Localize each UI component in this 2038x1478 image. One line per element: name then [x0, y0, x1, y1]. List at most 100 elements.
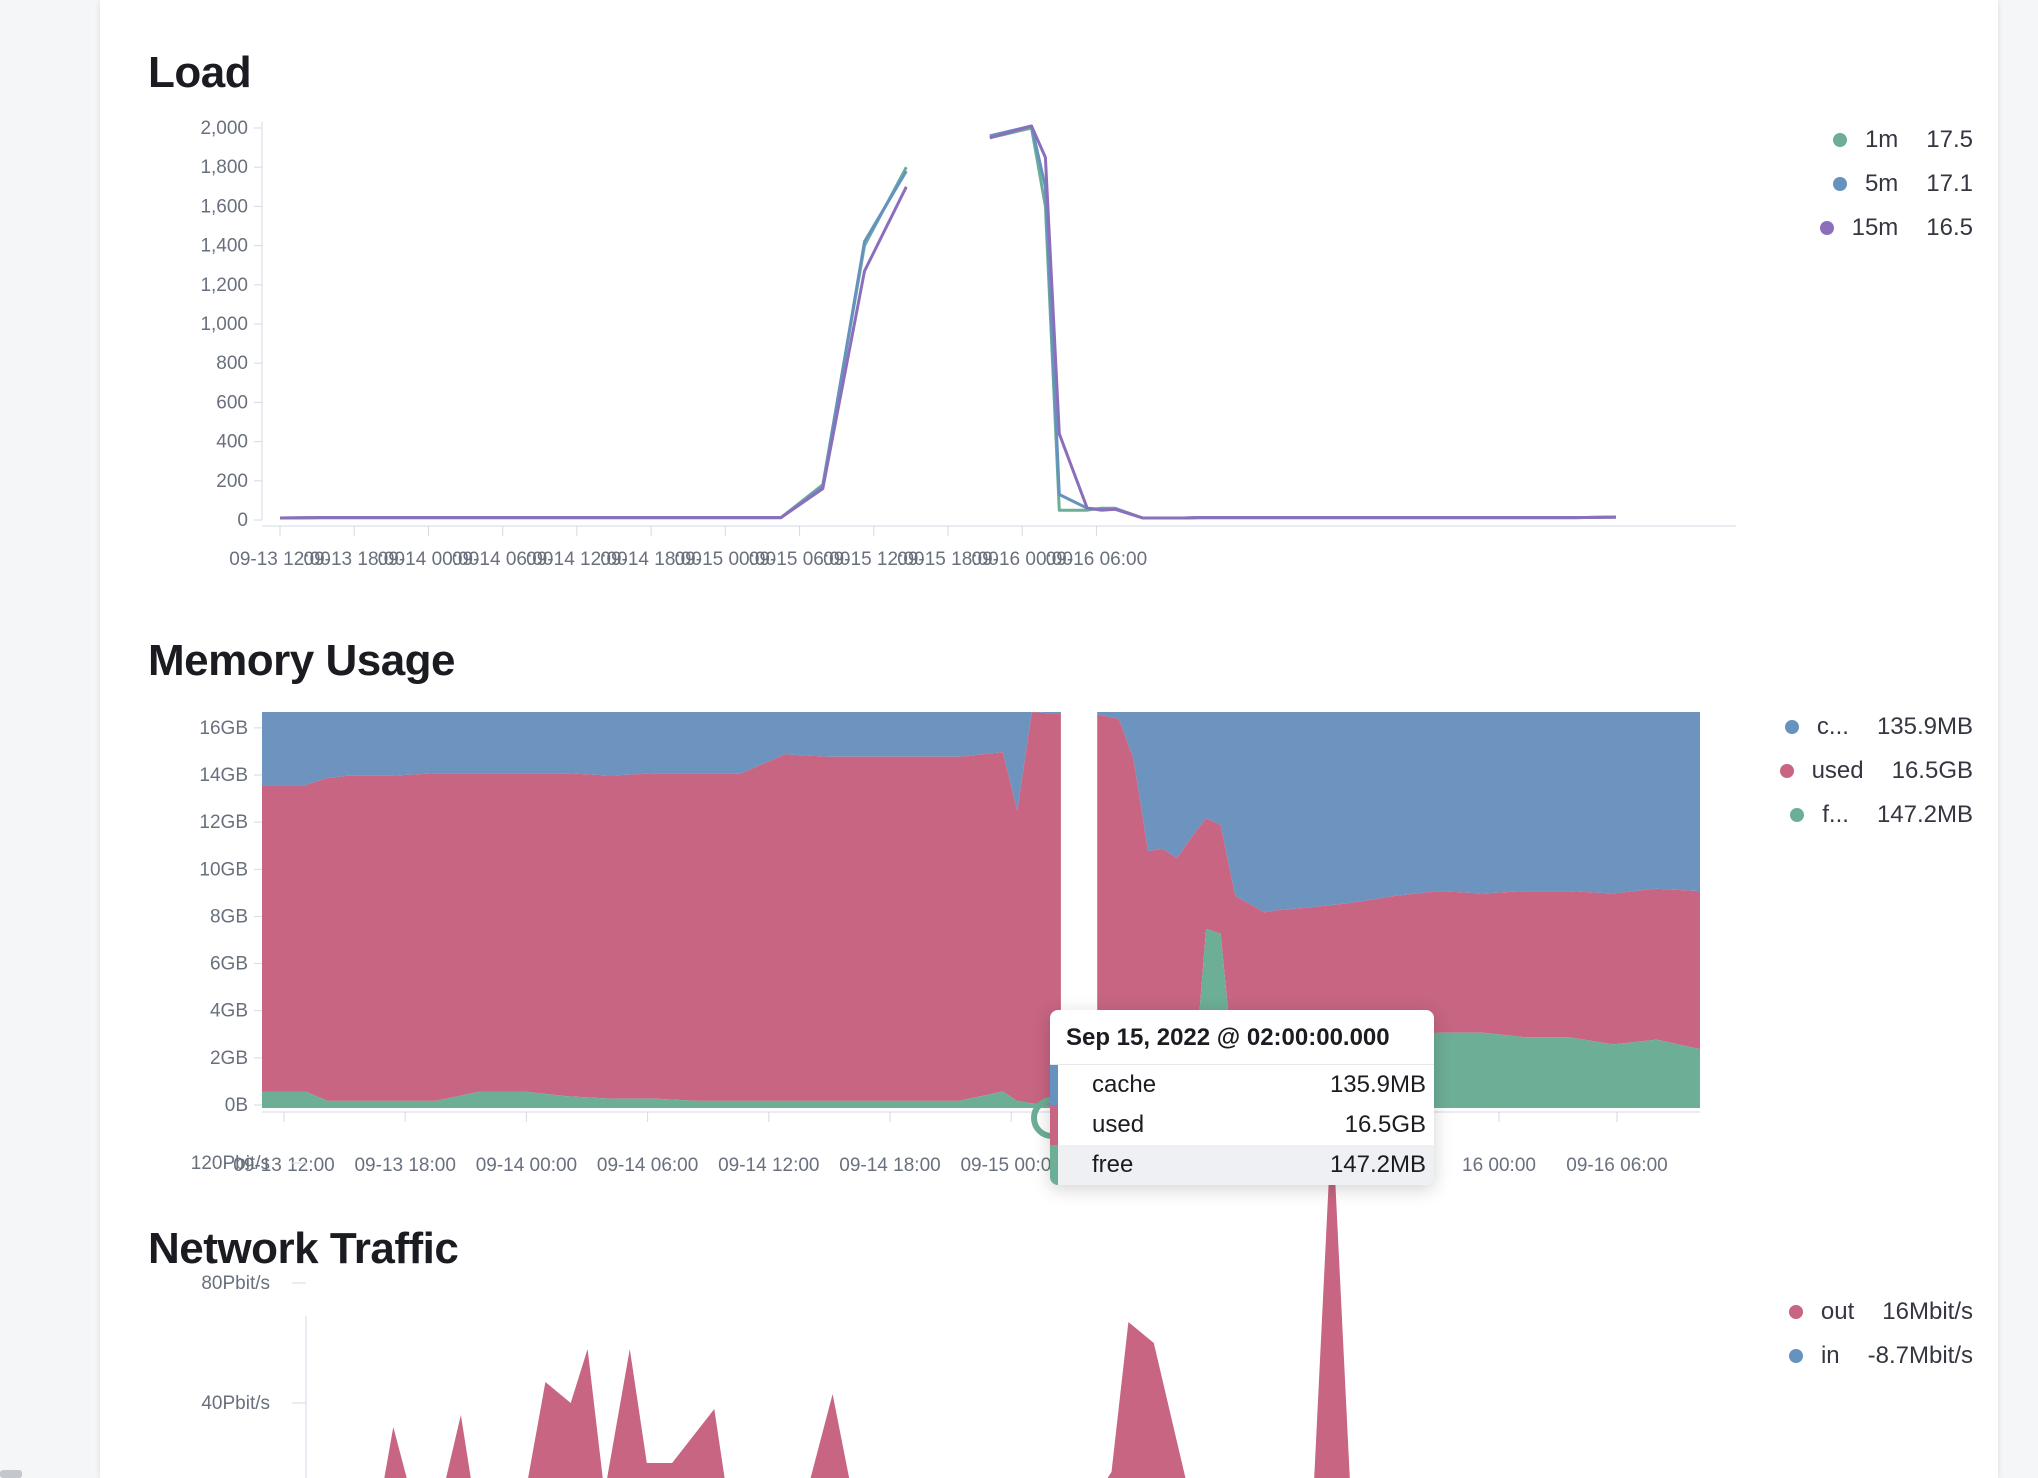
tooltip-row-value: 147.2MB	[1329, 1151, 1426, 1178]
memory-y-tick-label: 16GB	[199, 718, 248, 739]
network-y-tick-label: 40Pbit/s	[201, 1393, 270, 1414]
load-x-tick-label: 09-13 12:00	[229, 549, 330, 570]
legend-value: 17.1	[1926, 170, 1973, 197]
memory-x-tick-label: 09-14 12:00	[718, 1155, 819, 1176]
legend-value: 17.5	[1926, 126, 1973, 153]
memory-x-tick-label: 09-14 06:00	[597, 1155, 698, 1176]
legend-value: 16Mbit/s	[1882, 1298, 1973, 1325]
memory-legend: c... 135.9MB used 16.5GB f... 147.2MB	[1779, 705, 1973, 837]
load-y-tick-label: 2,000	[200, 118, 248, 139]
load-x-tick-label: 09-15 12:00	[823, 549, 924, 570]
load-title: Load	[148, 48, 252, 97]
legend-dot-icon	[1788, 1305, 1803, 1319]
legend-dot-icon	[1784, 720, 1799, 734]
legend-dot-icon	[1788, 1349, 1803, 1363]
memory-y-tick-label: 0B	[225, 1095, 248, 1116]
load-legend-item[interactable]: 1m 17.5	[1820, 118, 1973, 162]
network-legend: out 16Mbit/s in -8.7Mbit/s	[1788, 1290, 1973, 1378]
memory-area-free-seg0	[262, 1091, 1061, 1108]
tooltip-row-label: cache	[1092, 1071, 1157, 1098]
legend-label: f...	[1822, 801, 1849, 828]
memory-legend-item[interactable]: c... 135.9MB	[1780, 705, 1973, 749]
load-y-tick-label: 1,800	[200, 157, 248, 178]
tooltip-row: free 147.2MB	[1050, 1145, 1434, 1185]
memory-x-tick-label: 09-15 00:00	[960, 1155, 1061, 1176]
legend-dot-icon	[1832, 133, 1847, 147]
memory-y-tick-label: 14GB	[199, 765, 248, 786]
legend-dot-icon	[1790, 808, 1805, 822]
memory-y-tick-label: 2GB	[210, 1048, 248, 1069]
legend-label: 5m	[1864, 170, 1899, 197]
tooltip-row: used 16.5GB	[1050, 1105, 1434, 1145]
load-x-tick-label: 09-16 06:00	[1046, 549, 1147, 570]
memory-area-used-seg1	[1097, 714, 1700, 1108]
load-x-tick-label: 09-14 18:00	[600, 549, 701, 570]
legend-value: -8.7Mbit/s	[1867, 1342, 1973, 1369]
load-x-tick-label: 09-15 06:00	[749, 549, 850, 570]
load-y-tick-label: 200	[216, 471, 248, 492]
network-legend-item[interactable]: out 16Mbit/s	[1788, 1290, 1973, 1334]
memory-x-tick-label: 09-14 18:00	[839, 1155, 940, 1176]
legend-value: 135.9MB	[1876, 713, 1973, 740]
load-y-tick-label: 400	[216, 432, 248, 453]
load-x-tick-label: 09-15 00:00	[675, 549, 776, 570]
legend-label: 15m	[1851, 214, 1899, 241]
memory-y-tick-label: 6GB	[210, 954, 248, 975]
memory-area-cache-seg0	[262, 712, 1061, 811]
memory-area-free-seg1	[1097, 928, 1700, 1108]
network-y-tick-label: 120Pbit/s	[191, 1153, 270, 1174]
memory-x-tick-label: 16 00:00	[1462, 1155, 1536, 1176]
load-legend-item[interactable]: 15m 16.5	[1819, 206, 1973, 250]
load-x-tick-label: 09-13 18:00	[304, 549, 405, 570]
load-x-tick-label: 09-14 12:00	[526, 549, 627, 570]
load-chart[interactable]: 0 200 400 600 800 1,000 1,200 1,400 1,600 1,800 2,…	[100, 0, 1750, 600]
legend-dot-icon	[1819, 221, 1834, 235]
memory-x-tick-label: 09-16 06:00	[1566, 1155, 1667, 1176]
memory-y-tick-label: 4GB	[210, 1001, 248, 1022]
load-series-line-15m	[279, 124, 1617, 520]
memory-legend-item[interactable]: used 16.5GB	[1779, 749, 1973, 793]
load-x-tick-label: 09-15 18:00	[897, 549, 998, 570]
legend-label: c...	[1816, 713, 1849, 740]
network-area-out-0	[351, 1322, 1298, 1478]
tooltip-title: Sep 15, 2022 @ 02:00:00.000	[1050, 1010, 1434, 1065]
legend-label: out	[1820, 1298, 1855, 1325]
load-y-tick-label: 800	[216, 353, 248, 374]
legend-value: 16.5GB	[1891, 757, 1973, 784]
tooltip-row-label: used	[1092, 1111, 1145, 1138]
memory-x-tick-label: 09-13 18:00	[354, 1155, 455, 1176]
load-y-tick-label: 1,600	[200, 196, 248, 217]
tooltip-row-value: 16.5GB	[1344, 1111, 1426, 1138]
legend-value: 16.5	[1926, 214, 1973, 241]
memory-y-tick-label: 10GB	[199, 859, 248, 880]
scrollbar-thumb[interactable]	[0, 1470, 22, 1478]
memory-legend-item[interactable]: f... 147.2MB	[1780, 793, 1973, 837]
tooltip-row-label: free	[1092, 1151, 1134, 1178]
memory-chart[interactable]: 0B 2GB 4GB 6GB 8GB 10GB 12GB 14GB 16GB 09-13 12:0…	[100, 0, 1750, 1190]
load-x-tick-label: 09-16 00:00	[972, 549, 1073, 570]
legend-label: 1m	[1864, 126, 1899, 153]
memory-area-cache-seg1	[1097, 712, 1700, 913]
load-legend-item[interactable]: 5m 17.1	[1820, 162, 1973, 206]
network-y-tick-label: 80Pbit/s	[201, 1273, 270, 1294]
legend-dot-icon	[1832, 177, 1847, 191]
legend-value: 147.2MB	[1876, 801, 1973, 828]
network-legend-item[interactable]: in -8.7Mbit/s	[1788, 1334, 1973, 1378]
network-chart[interactable]: 40Pbit/s 80Pbit/s 120Pbit/s	[100, 0, 1750, 1478]
memory-area-used-seg0	[262, 712, 1061, 1105]
load-legend: 1m 17.5 5m 17.1 15m 16.5	[1819, 118, 1973, 250]
tooltip-row-value: 135.9MB	[1329, 1071, 1426, 1098]
load-x-tick-label: 09-14 00:00	[378, 549, 479, 570]
memory-x-tick-label: 09-14 00:00	[476, 1155, 577, 1176]
load-y-tick-label: 1,400	[200, 236, 248, 257]
tooltip-row: cache 135.9MB	[1050, 1065, 1434, 1105]
network-title: Network Traffic	[148, 1224, 459, 1273]
load-x-tick-label: 09-14 06:00	[452, 549, 553, 570]
memory-tooltip: Sep 15, 2022 @ 02:00:00.000 cache 135.9MB…	[1050, 1010, 1434, 1185]
memory-title: Memory Usage	[148, 636, 456, 685]
memory-y-tick-label: 12GB	[199, 812, 248, 833]
load-y-tick-label: 600	[216, 392, 248, 413]
legend-label: used	[1811, 757, 1864, 784]
legend-dot-icon	[1779, 764, 1794, 778]
load-y-tick-label: 1,200	[200, 275, 248, 296]
